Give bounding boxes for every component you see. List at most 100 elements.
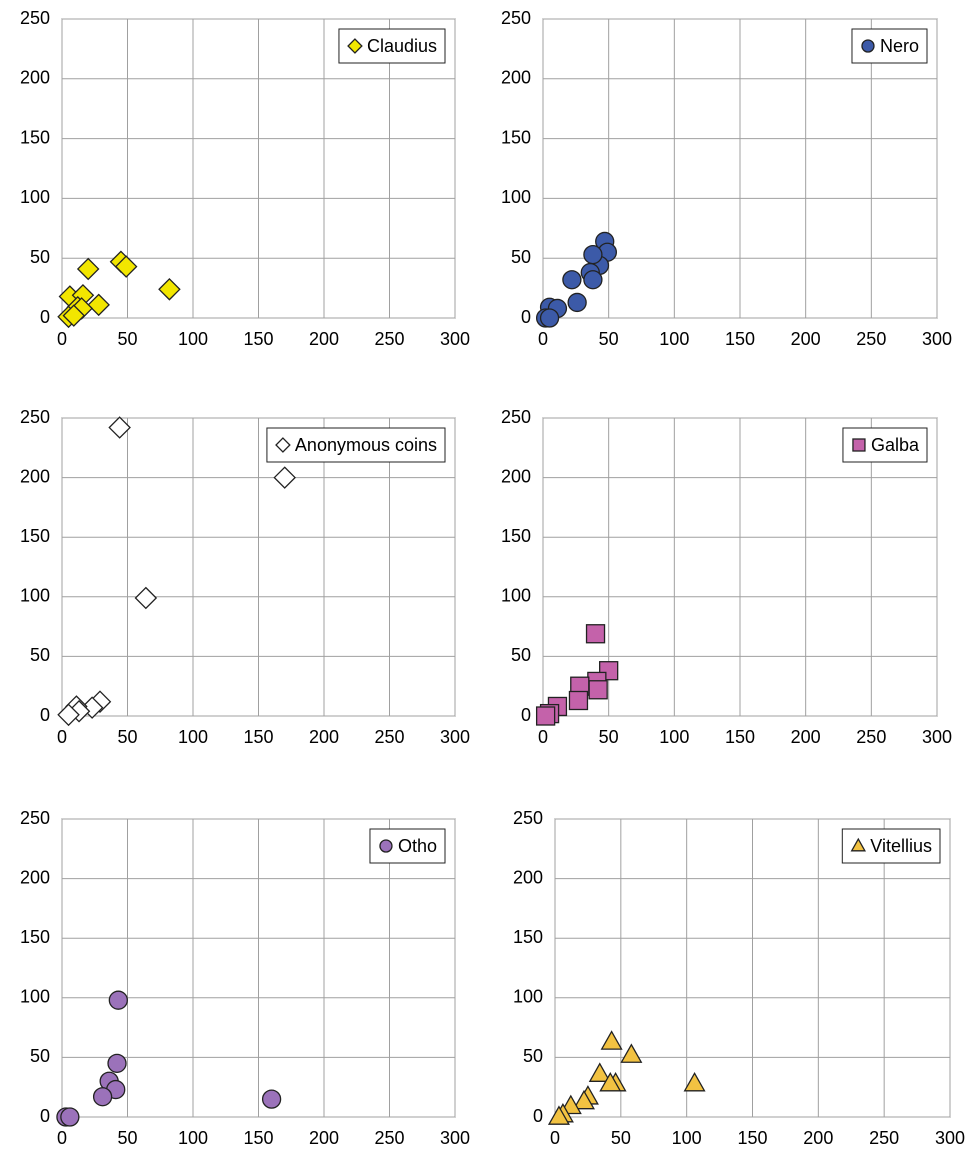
x-tick-label: 200 (309, 1128, 339, 1148)
x-tick-label: 50 (117, 727, 137, 747)
y-tick-label: 200 (20, 68, 50, 88)
marker (60, 1107, 80, 1127)
x-tick-label: 200 (309, 329, 339, 349)
legend-label: Nero (880, 36, 919, 56)
legend: Anonymous coins (266, 427, 446, 463)
y-tick-label: 50 (30, 1046, 50, 1066)
marker (583, 244, 603, 265)
y-tick-label: 0 (521, 705, 531, 725)
legend-symbol (850, 837, 867, 852)
x-tick-label: 50 (117, 1128, 137, 1148)
y-tick-label: 100 (501, 586, 531, 606)
x-tick-label: 0 (57, 329, 67, 349)
x-tick-label: 100 (178, 329, 208, 349)
y-tick-label: 100 (20, 987, 50, 1007)
y-tick-label: 150 (501, 526, 531, 546)
x-tick-label: 100 (178, 1128, 208, 1148)
x-tick-label: 100 (178, 727, 208, 747)
legend-label: Vitellius (870, 836, 932, 856)
legend-symbol (379, 839, 393, 853)
marker (107, 1053, 127, 1074)
x-tick-label: 300 (935, 1128, 965, 1148)
x-tick-label: 50 (599, 329, 619, 349)
x-tick-label: 0 (57, 727, 67, 747)
x-tick-label: 200 (791, 727, 821, 747)
legend: Galba (842, 427, 928, 463)
x-tick-label: 150 (243, 1128, 273, 1148)
marker (62, 304, 86, 327)
marker (600, 1030, 623, 1050)
y-tick-label: 50 (511, 247, 531, 267)
x-tick-label: 100 (659, 329, 689, 349)
y-tick-label: 0 (40, 705, 50, 725)
marker (572, 1089, 595, 1110)
y-tick-label: 0 (521, 307, 531, 327)
y-tick-label: 100 (20, 586, 50, 606)
x-tick-label: 150 (243, 329, 273, 349)
legend-symbol (275, 437, 291, 453)
marker (535, 706, 556, 726)
x-tick-label: 250 (374, 1128, 404, 1148)
x-tick-label: 300 (922, 329, 952, 349)
x-tick-label: 300 (440, 727, 470, 747)
marker (568, 690, 589, 711)
marker (108, 416, 131, 439)
legend-label: Galba (871, 435, 920, 455)
y-tick-label: 150 (20, 127, 50, 147)
legend: Vitellius (841, 828, 941, 864)
x-tick-label: 150 (725, 727, 755, 747)
x-tick-label: 0 (550, 1128, 560, 1148)
legend-box (266, 427, 446, 463)
legend-label: Otho (398, 836, 437, 856)
y-tick-label: 50 (30, 645, 50, 665)
x-tick-label: 50 (599, 727, 619, 747)
marker (273, 466, 296, 489)
y-tick-label: 200 (20, 867, 50, 887)
legend: Otho (369, 828, 446, 864)
x-tick-label: 0 (538, 329, 548, 349)
y-tick-label: 0 (533, 1106, 543, 1126)
x-tick-label: 300 (922, 727, 952, 747)
marker (620, 1043, 643, 1063)
marker (87, 293, 110, 317)
marker (547, 1105, 570, 1125)
y-tick-label: 0 (40, 307, 50, 327)
legend-symbol (852, 438, 866, 452)
marker (114, 255, 138, 278)
x-tick-label: 50 (611, 1128, 631, 1148)
y-tick-label: 250 (20, 808, 50, 828)
legend-label: Claudius (367, 36, 437, 56)
y-tick-label: 100 (513, 987, 543, 1007)
y-tick-label: 250 (501, 407, 531, 427)
y-tick-label: 150 (513, 927, 543, 947)
x-tick-label: 100 (672, 1128, 702, 1148)
y-tick-label: 200 (20, 466, 50, 486)
legend-label: Anonymous coins (295, 435, 437, 455)
y-tick-label: 250 (501, 8, 531, 28)
legend-symbol (347, 38, 363, 54)
x-tick-label: 150 (725, 329, 755, 349)
x-tick-label: 150 (737, 1128, 767, 1148)
x-tick-label: 100 (659, 727, 689, 747)
marker (57, 703, 80, 727)
x-tick-label: 250 (374, 329, 404, 349)
x-tick-label: 300 (440, 329, 470, 349)
x-tick-label: 50 (117, 329, 137, 349)
marker (539, 308, 560, 328)
x-tick-label: 150 (243, 727, 273, 747)
y-tick-label: 50 (511, 645, 531, 665)
marker (585, 624, 606, 644)
marker (583, 270, 603, 290)
legend-symbol (861, 39, 875, 53)
legend: Claudius (338, 28, 446, 64)
marker (261, 1089, 282, 1109)
marker (134, 586, 158, 610)
x-tick-label: 250 (869, 1128, 899, 1148)
marker (599, 1071, 622, 1092)
y-tick-label: 250 (20, 8, 50, 28)
marker (588, 680, 608, 700)
x-tick-label: 200 (309, 727, 339, 747)
legend: Nero (851, 28, 928, 64)
